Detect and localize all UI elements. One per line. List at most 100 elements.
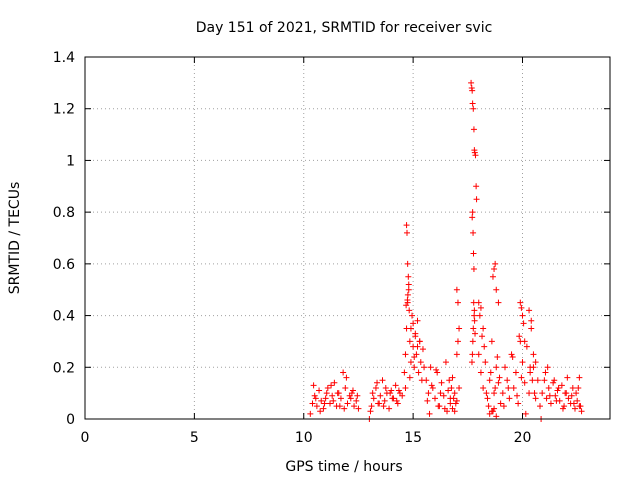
data-point bbox=[447, 395, 454, 402]
data-point bbox=[382, 384, 389, 391]
data-point bbox=[570, 400, 577, 407]
data-point bbox=[369, 390, 376, 397]
data-point bbox=[374, 379, 381, 386]
data-point bbox=[574, 397, 581, 404]
data-point bbox=[411, 353, 418, 360]
data-point bbox=[546, 392, 553, 399]
data-point bbox=[569, 384, 576, 391]
data-point bbox=[578, 408, 585, 415]
x-tick-label: 0 bbox=[81, 430, 90, 446]
data-point bbox=[370, 395, 377, 402]
data-point bbox=[440, 392, 447, 399]
data-point bbox=[394, 400, 401, 407]
data-point bbox=[445, 387, 452, 394]
data-point bbox=[472, 152, 479, 159]
data-point bbox=[376, 400, 383, 407]
data-point bbox=[341, 405, 348, 412]
data-point bbox=[368, 403, 375, 410]
data-point bbox=[355, 405, 362, 412]
data-point bbox=[417, 359, 424, 366]
data-point bbox=[380, 403, 387, 410]
data-point bbox=[572, 405, 578, 412]
data-point bbox=[433, 366, 440, 373]
data-point bbox=[551, 377, 558, 384]
data-point bbox=[453, 397, 460, 404]
data-point bbox=[530, 351, 537, 358]
data-point bbox=[387, 390, 394, 397]
data-point bbox=[528, 317, 535, 324]
data-point bbox=[414, 343, 421, 350]
data-point bbox=[428, 382, 435, 389]
data-point bbox=[426, 410, 433, 417]
data-point bbox=[539, 390, 546, 397]
data-point bbox=[518, 304, 525, 311]
data-point bbox=[406, 374, 413, 381]
data-point bbox=[311, 392, 318, 399]
data-point bbox=[559, 405, 566, 412]
data-point bbox=[310, 382, 317, 389]
data-point bbox=[516, 333, 523, 340]
data-point bbox=[412, 333, 419, 340]
y-tick-label: 1.4 bbox=[53, 50, 75, 66]
data-point bbox=[477, 369, 484, 376]
data-point bbox=[486, 377, 493, 384]
data-point bbox=[388, 387, 395, 394]
data-point bbox=[532, 359, 539, 366]
data-point bbox=[438, 379, 445, 386]
data-point bbox=[407, 359, 414, 366]
data-point bbox=[393, 397, 400, 404]
data-point bbox=[477, 304, 484, 311]
data-point bbox=[522, 410, 529, 417]
data-point bbox=[322, 395, 329, 402]
data-point bbox=[479, 333, 486, 340]
data-point bbox=[442, 359, 449, 366]
data-point bbox=[519, 312, 526, 319]
data-point bbox=[307, 410, 314, 417]
data-point bbox=[564, 374, 571, 381]
data-point bbox=[485, 403, 492, 410]
data-point bbox=[543, 395, 550, 402]
data-point bbox=[386, 405, 393, 412]
data-point bbox=[512, 369, 519, 376]
data-point bbox=[444, 408, 451, 415]
data-point bbox=[334, 390, 341, 397]
data-point bbox=[475, 351, 482, 358]
data-point bbox=[321, 400, 328, 407]
data-point bbox=[423, 377, 430, 384]
x-tick-label: 15 bbox=[404, 430, 422, 446]
data-point bbox=[561, 403, 568, 410]
data-point bbox=[402, 384, 409, 391]
data-point bbox=[521, 379, 528, 386]
y-tick-label: 0 bbox=[66, 412, 75, 428]
data-point bbox=[468, 79, 475, 86]
data-point bbox=[527, 369, 534, 376]
data-point bbox=[453, 286, 460, 293]
data-point bbox=[555, 384, 562, 391]
data-point bbox=[482, 359, 489, 366]
data-point bbox=[331, 379, 338, 386]
data-point bbox=[492, 384, 499, 391]
data-point bbox=[317, 408, 324, 415]
data-point bbox=[354, 392, 361, 399]
data-point bbox=[495, 299, 502, 306]
x-tick-label: 10 bbox=[295, 430, 313, 446]
y-tick-label: 0.6 bbox=[53, 257, 75, 273]
data-point bbox=[403, 302, 410, 309]
data-point bbox=[456, 384, 463, 391]
data-point bbox=[424, 397, 431, 404]
data-point bbox=[573, 390, 580, 397]
data-point bbox=[489, 273, 496, 280]
data-point bbox=[491, 390, 498, 397]
data-point bbox=[497, 400, 504, 407]
data-point bbox=[469, 214, 476, 221]
data-point bbox=[554, 387, 561, 394]
x-tick-label: 20 bbox=[514, 430, 532, 446]
data-point bbox=[471, 312, 478, 319]
plot-frame bbox=[84, 56, 611, 420]
data-point bbox=[517, 299, 524, 306]
y-axis: 0 0.2 0.4 0.6 0.8 1 1.2 1.4 bbox=[53, 50, 610, 428]
y-tick-label: 0.4 bbox=[53, 309, 75, 325]
data-point bbox=[324, 384, 331, 391]
x-tick-label: 5 bbox=[190, 430, 199, 446]
chart-title: Day 151 of 2021, SRMTID for receiver svi… bbox=[196, 20, 493, 36]
